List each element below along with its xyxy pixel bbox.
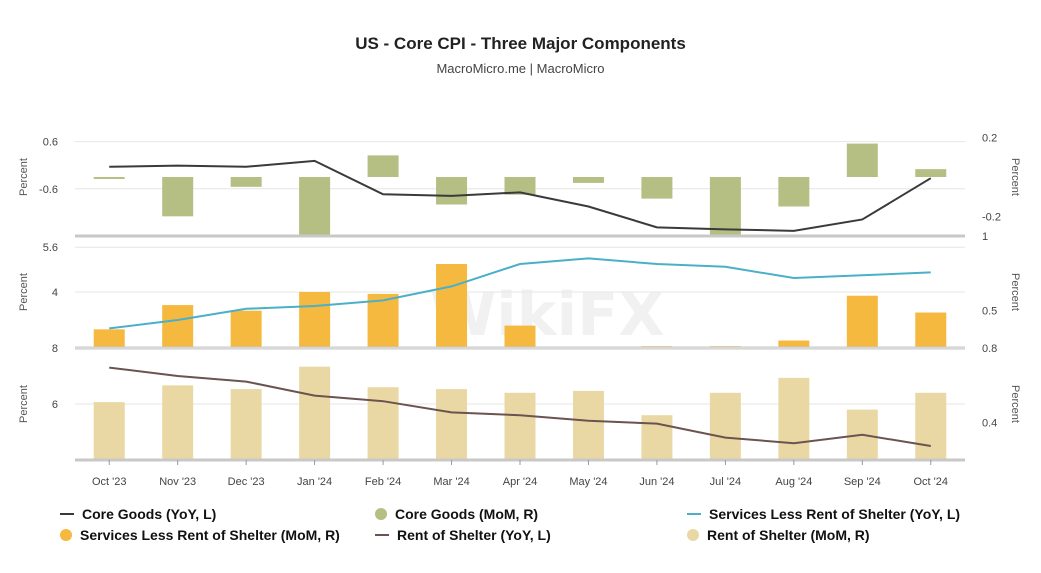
left-tick-label: 0.6	[43, 137, 58, 149]
legend-line-swatch	[60, 513, 74, 515]
left-tick-label: -0.6	[39, 184, 58, 196]
legend-label: Core Goods (MoM, R)	[395, 506, 539, 522]
right-tick-label: 0.4	[982, 418, 997, 430]
x-tick-label: Aug '24	[775, 476, 812, 488]
left-tick-label: 8	[52, 343, 58, 355]
legend-label: Services Less Rent of Shelter (MoM, R)	[80, 527, 340, 543]
bar	[230, 310, 262, 348]
legend-line-swatch	[687, 513, 701, 515]
bar	[846, 143, 878, 177]
bar	[162, 385, 194, 460]
x-tick-label: Oct '23	[92, 476, 127, 488]
bar	[93, 177, 125, 179]
bar	[436, 264, 468, 348]
x-tick-label: Jan '24	[297, 476, 332, 488]
right-tick-label: 0.2	[982, 133, 997, 145]
legend-label: Core Goods (YoY, L)	[82, 506, 217, 522]
legend-label: Services Less Rent of Shelter (YoY, L)	[709, 506, 961, 522]
chart-svg: 0.6 -0.6 0.2 -0.2 1 Percent Percent 5.6 4 0.5 Perc…	[18, 133, 1021, 488]
bar	[299, 292, 331, 348]
bar	[436, 389, 468, 460]
right-tick-label: 0.5	[982, 306, 997, 318]
bar	[162, 305, 194, 348]
legend-item[interactable]: Rent of Shelter (MoM, R)	[687, 527, 870, 543]
bar	[230, 389, 262, 460]
x-tick-label: Nov '23	[159, 476, 196, 488]
bar	[641, 177, 673, 199]
bar	[915, 392, 947, 460]
bar	[572, 390, 604, 460]
x-tick-label: May '24	[569, 476, 607, 488]
right-tick-label: 0.8	[982, 343, 997, 355]
bar	[162, 177, 194, 217]
bar	[504, 392, 536, 460]
legend-item[interactable]: Services Less Rent of Shelter (YoY, L)	[687, 506, 960, 522]
x-tick-label: Mar '24	[433, 476, 469, 488]
bar	[504, 177, 536, 195]
bar	[572, 177, 604, 183]
legend-item[interactable]: Services Less Rent of Shelter (MoM, R)	[60, 527, 340, 543]
bar	[367, 387, 399, 460]
bar	[367, 155, 399, 177]
legend-dot-swatch	[687, 529, 699, 541]
bar	[846, 295, 878, 348]
legend: Core Goods (YoY, L) Core Goods (MoM, R) Se…	[60, 506, 1020, 550]
y-axis-label-right: Percent	[1009, 385, 1021, 423]
legend-item[interactable]: Core Goods (YoY, L)	[60, 506, 216, 522]
y-axis-label-left: Percent	[18, 158, 30, 196]
x-tick-label: Jul '24	[710, 476, 741, 488]
bar	[299, 177, 331, 236]
x-tick-label: Feb '24	[365, 476, 401, 488]
chart-subtitle: MacroMicro.me | MacroMicro	[436, 61, 605, 76]
bar	[709, 392, 741, 460]
bar	[299, 366, 331, 460]
x-tick-label: Dec '23	[228, 476, 265, 488]
right-tick-label: -0.2	[982, 211, 1001, 223]
x-tick-label: Jun '24	[639, 476, 674, 488]
legend-item[interactable]: Rent of Shelter (YoY, L)	[375, 527, 551, 543]
y-axis-label-left: Percent	[18, 385, 30, 423]
x-tick-label: Apr '24	[503, 476, 538, 488]
bar	[915, 312, 947, 348]
bar	[93, 329, 125, 348]
series-line	[109, 257, 931, 330]
series-line	[109, 366, 931, 447]
legend-item[interactable]: Core Goods (MoM, R)	[375, 506, 538, 522]
left-tick-label: 6	[52, 399, 58, 411]
legend-label: Rent of Shelter (MoM, R)	[707, 527, 870, 543]
x-tick-label: Sep '24	[844, 476, 881, 488]
bar	[641, 415, 673, 460]
y-axis-label-right: Percent	[1009, 158, 1021, 196]
bar	[709, 177, 741, 236]
bar	[367, 293, 399, 348]
y-axis-label-right: Percent	[1009, 273, 1021, 311]
legend-line-swatch	[375, 534, 389, 536]
legend-dot-swatch	[375, 508, 387, 520]
bar	[778, 377, 810, 460]
left-tick-label: 5.6	[43, 242, 58, 254]
bar	[436, 177, 468, 205]
legend-label: Rent of Shelter (YoY, L)	[397, 527, 551, 543]
y-axis-label-left: Percent	[18, 273, 30, 311]
x-tick-label: Oct '24	[914, 476, 949, 488]
bar	[778, 340, 810, 348]
bar	[778, 177, 810, 207]
bar	[915, 169, 947, 177]
right-tick-label: 1	[982, 231, 988, 243]
left-tick-label: 4	[52, 287, 58, 299]
chart-title: US - Core CPI - Three Major Components	[355, 34, 686, 53]
bar	[230, 177, 262, 187]
series-line	[109, 159, 932, 232]
legend-dot-swatch	[60, 529, 72, 541]
bar	[504, 325, 536, 348]
bar	[93, 402, 125, 460]
